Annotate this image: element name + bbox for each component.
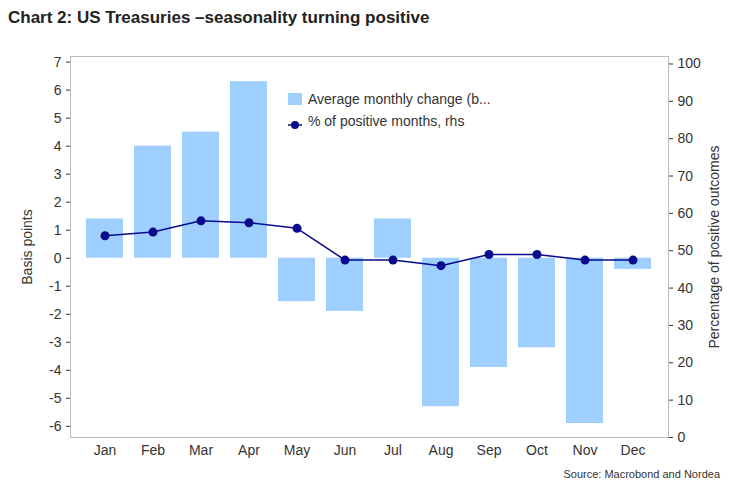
svg-text:70: 70 [678, 168, 694, 184]
svg-text:1: 1 [54, 222, 62, 238]
svg-text:May: May [284, 442, 310, 458]
svg-text:90: 90 [678, 93, 694, 109]
svg-text:Oct: Oct [526, 442, 548, 458]
svg-text:-5: -5 [49, 390, 62, 406]
svg-text:Feb: Feb [141, 442, 165, 458]
svg-text:7: 7 [54, 54, 62, 70]
svg-text:-6: -6 [49, 418, 62, 434]
svg-text:-4: -4 [49, 362, 62, 378]
svg-text:80: 80 [678, 130, 694, 146]
svg-text:-2: -2 [49, 306, 62, 322]
svg-text:50: 50 [678, 242, 694, 258]
svg-text:30: 30 [678, 317, 694, 333]
svg-text:0: 0 [54, 250, 62, 266]
html-text:% of positive months, rhs: % of positive months, rhs [308, 113, 465, 129]
html-text:Average monthly change (b...: Average monthly change (b... [308, 91, 491, 107]
svg-text:40: 40 [678, 280, 694, 296]
svg-text:-1: -1 [49, 278, 62, 294]
svg-text:2: 2 [54, 194, 62, 210]
svg-text:Dec: Dec [621, 442, 646, 458]
html-text:Chart 2: US Treasuries –season: Chart 2: US Treasuries –seasonality turn… [8, 8, 430, 27]
svg-text:Sep: Sep [477, 442, 502, 458]
svg-text:Apr: Apr [238, 442, 260, 458]
svg-text:Aug: Aug [429, 442, 454, 458]
svg-text:Jun: Jun [334, 442, 357, 458]
svg-text:4: 4 [54, 138, 62, 154]
svg-text:-3: -3 [49, 334, 62, 350]
svg-text:100: 100 [678, 55, 702, 71]
html-text:Source: Macrobond and Nordea: Source: Macrobond and Nordea [563, 468, 720, 480]
svg-text:Basis points: Basis points [19, 209, 35, 284]
svg-text:6: 6 [54, 82, 62, 98]
svg-text:10: 10 [678, 392, 694, 408]
svg-text:5: 5 [54, 110, 62, 126]
svg-text:0: 0 [678, 429, 686, 445]
svg-text:20: 20 [678, 354, 694, 370]
svg-text:Jan: Jan [94, 442, 117, 458]
svg-text:3: 3 [54, 166, 62, 182]
svg-text:Percentage of positive outcome: Percentage of positive outcomes [706, 145, 722, 348]
svg-text:Nov: Nov [573, 442, 598, 458]
svg-text:Mar: Mar [189, 442, 213, 458]
svg-text:60: 60 [678, 205, 694, 221]
svg-text:Jul: Jul [384, 442, 402, 458]
